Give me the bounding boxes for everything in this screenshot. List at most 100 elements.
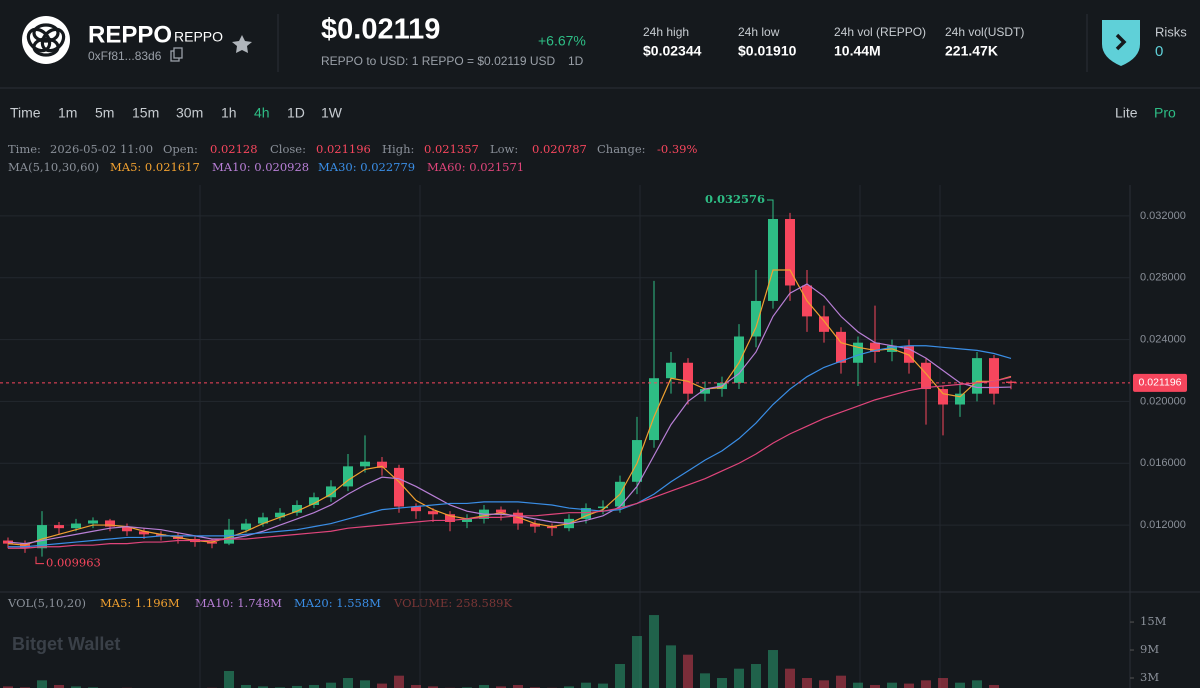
volume-bar xyxy=(853,682,863,688)
token-logo xyxy=(22,16,70,64)
candle-body xyxy=(989,358,999,394)
candle-body xyxy=(598,506,608,509)
candle-body xyxy=(54,525,64,529)
copy-button[interactable] xyxy=(170,47,183,62)
candle-body xyxy=(581,508,591,519)
candle-body xyxy=(105,520,115,527)
volume-bar xyxy=(989,685,999,688)
candle-body xyxy=(853,342,863,363)
ma-legend: MA60: 0.021571 xyxy=(427,160,524,174)
timeframe-tab[interactable]: 1h xyxy=(221,105,237,121)
mode-tab[interactable]: Lite xyxy=(1115,105,1138,121)
ohlc-value: 0.021196 xyxy=(316,142,371,156)
candle-body xyxy=(326,486,336,498)
price-change: +6.67% xyxy=(538,33,586,49)
timeframe-tab[interactable]: 1m xyxy=(58,105,77,121)
stat-label: 24h high xyxy=(643,25,689,39)
favorite-star[interactable] xyxy=(232,35,252,53)
candle-body xyxy=(972,358,982,394)
timeframe-tab[interactable]: 4h xyxy=(254,105,270,121)
y-tick-label: 0.032000 xyxy=(1140,210,1186,222)
header-bg xyxy=(0,0,1200,88)
stat-value: $0.01910 xyxy=(738,43,797,59)
volume-bar xyxy=(411,685,421,688)
timeframe-tab[interactable]: 1D xyxy=(287,105,305,121)
volume-bar xyxy=(54,685,64,688)
volume-bar xyxy=(326,682,336,688)
volume-bar xyxy=(955,682,965,688)
candle-body xyxy=(207,542,217,544)
candle-body xyxy=(938,389,948,405)
volume-bar xyxy=(887,682,897,688)
conversion: REPPO to USD: 1 REPPO = $0.02119 USD xyxy=(321,54,556,68)
ma-line xyxy=(7,283,1012,545)
timeframe-tab[interactable]: 1W xyxy=(321,105,343,121)
candle-body xyxy=(513,512,523,524)
token-name: REPPO xyxy=(88,21,172,48)
y-tick-label: 0.028000 xyxy=(1140,272,1186,284)
candle-body xyxy=(224,529,234,544)
candle-body xyxy=(20,543,30,549)
y-tick-label: 0.012000 xyxy=(1140,519,1186,531)
conversion-period: 1D xyxy=(568,54,584,68)
y-tick-label: 0.024000 xyxy=(1140,333,1186,345)
volume-bar xyxy=(479,685,489,688)
risks-label: Risks xyxy=(1155,24,1187,39)
volume-bar xyxy=(632,636,642,688)
vol-tick-label: 3M xyxy=(1140,670,1159,684)
candle-body xyxy=(904,345,914,363)
vol-tick-label: 15M xyxy=(1140,614,1167,628)
ma-title: MA(5,10,30,60) xyxy=(8,160,99,174)
mode-tab[interactable]: Pro xyxy=(1154,105,1176,121)
ohlc-label: Close: xyxy=(270,142,306,156)
timeframe-tab[interactable]: 30m xyxy=(176,105,203,121)
candle-body xyxy=(37,525,47,549)
candle-body xyxy=(411,506,421,512)
y-tick-label: 0.020000 xyxy=(1140,395,1186,407)
volume-bar xyxy=(224,671,234,688)
candle-body xyxy=(700,389,710,394)
volume-bar xyxy=(615,664,625,688)
candle-body xyxy=(343,466,353,487)
candle-body xyxy=(88,520,98,524)
ma-line xyxy=(8,376,1012,549)
vol-tick-label: 9M xyxy=(1140,642,1159,656)
stat-label: 24h vol (REPPO) xyxy=(834,25,926,39)
ohlc-label: Low: xyxy=(490,142,518,156)
risk-shield[interactable] xyxy=(1102,20,1140,66)
candle-body xyxy=(292,504,302,513)
ohlc-value: 0.020787 xyxy=(532,142,587,156)
candle-body xyxy=(836,331,846,363)
stat-value: $0.02344 xyxy=(643,43,702,59)
low-label: 0.009963 xyxy=(46,556,101,570)
volume-bar xyxy=(649,615,659,688)
volume-bar xyxy=(360,680,370,688)
timeframe-tab[interactable]: Time xyxy=(10,105,41,121)
candle-body xyxy=(547,526,557,529)
volume-bar xyxy=(309,685,319,688)
low-pointer xyxy=(35,556,44,565)
candle-body xyxy=(377,461,387,468)
vol-legend: VOLUME: 258.589K xyxy=(393,596,512,610)
ohlc-label: Open: xyxy=(163,142,198,156)
timeframe-tab[interactable]: 5m xyxy=(95,105,114,121)
candle-body xyxy=(768,219,778,301)
risks-value: 0 xyxy=(1155,43,1163,60)
candle-body xyxy=(241,523,251,530)
vol-title: VOL(5,10,20) xyxy=(7,596,86,610)
candle-body xyxy=(921,362,931,390)
volume-bar xyxy=(904,683,914,688)
volume-bar xyxy=(598,683,608,688)
ohlc-value: -0.39% xyxy=(657,142,697,156)
volume-bar xyxy=(938,678,948,688)
candle-body xyxy=(156,534,166,536)
volume-bar xyxy=(921,680,931,688)
candle-body xyxy=(428,511,438,515)
timeframe-tab[interactable]: 15m xyxy=(132,105,159,121)
ohlc-value: 0.02128 xyxy=(210,142,258,156)
candle-body xyxy=(139,531,149,535)
volume-bar xyxy=(683,654,693,688)
ohlc-value: 0.021357 xyxy=(424,142,479,156)
volume-bar xyxy=(802,678,812,688)
volume-bar xyxy=(972,680,982,688)
